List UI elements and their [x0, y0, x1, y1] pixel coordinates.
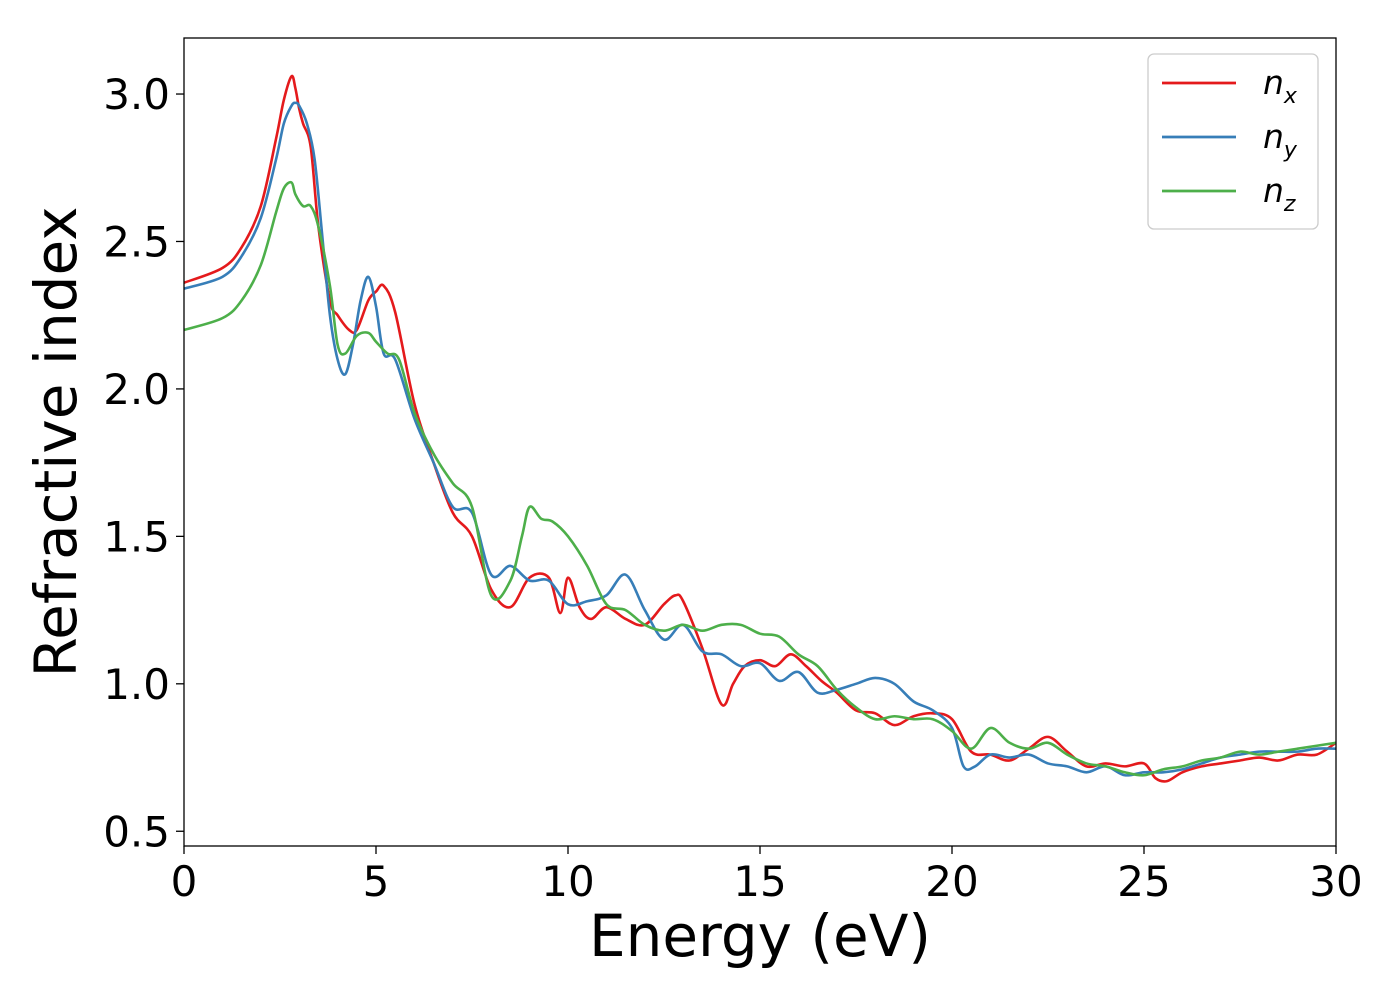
legend-label-sub: z — [1283, 192, 1296, 217]
y-tick-label: 1.5 — [103, 512, 170, 561]
x-tick-label: 0 — [171, 857, 198, 906]
legend-label: ny — [1263, 117, 1298, 163]
legend-label-main: n — [1263, 117, 1284, 156]
y-tick-label: 1.0 — [103, 660, 170, 709]
series-line-n-z — [183, 180, 1337, 777]
x-tick-label: 15 — [733, 857, 786, 906]
legend-box — [1147, 53, 1319, 230]
y-axis: 0.5 1.0 1.5 2.0 2.5 3.0 — [103, 70, 184, 856]
legend-label-sub: x — [1283, 84, 1298, 109]
x-tick-label: 20 — [925, 857, 978, 906]
legend-label-main: n — [1263, 171, 1284, 210]
legend-label-main: n — [1263, 63, 1284, 102]
series-layer — [183, 74, 1337, 783]
y-tick-label: 2.5 — [103, 217, 170, 266]
x-tick-label: 30 — [1309, 857, 1362, 906]
y-axis-title: Refractive index — [22, 206, 90, 677]
x-axis-title: Energy (eV) — [589, 902, 931, 970]
x-tick-label: 5 — [363, 857, 390, 906]
legend-label-sub: y — [1283, 138, 1298, 163]
x-tick-label: 10 — [541, 857, 594, 906]
y-tick-label: 2.0 — [103, 365, 170, 414]
legend-label: nx — [1263, 63, 1298, 109]
y-tick-label: 0.5 — [103, 807, 170, 856]
series-line-n-x — [183, 74, 1337, 783]
y-tick-label: 3.0 — [103, 70, 170, 119]
legend-label: nz — [1263, 171, 1296, 217]
x-axis: 0 5 10 15 20 25 30 — [171, 846, 1363, 906]
x-tick-label: 25 — [1117, 857, 1170, 906]
